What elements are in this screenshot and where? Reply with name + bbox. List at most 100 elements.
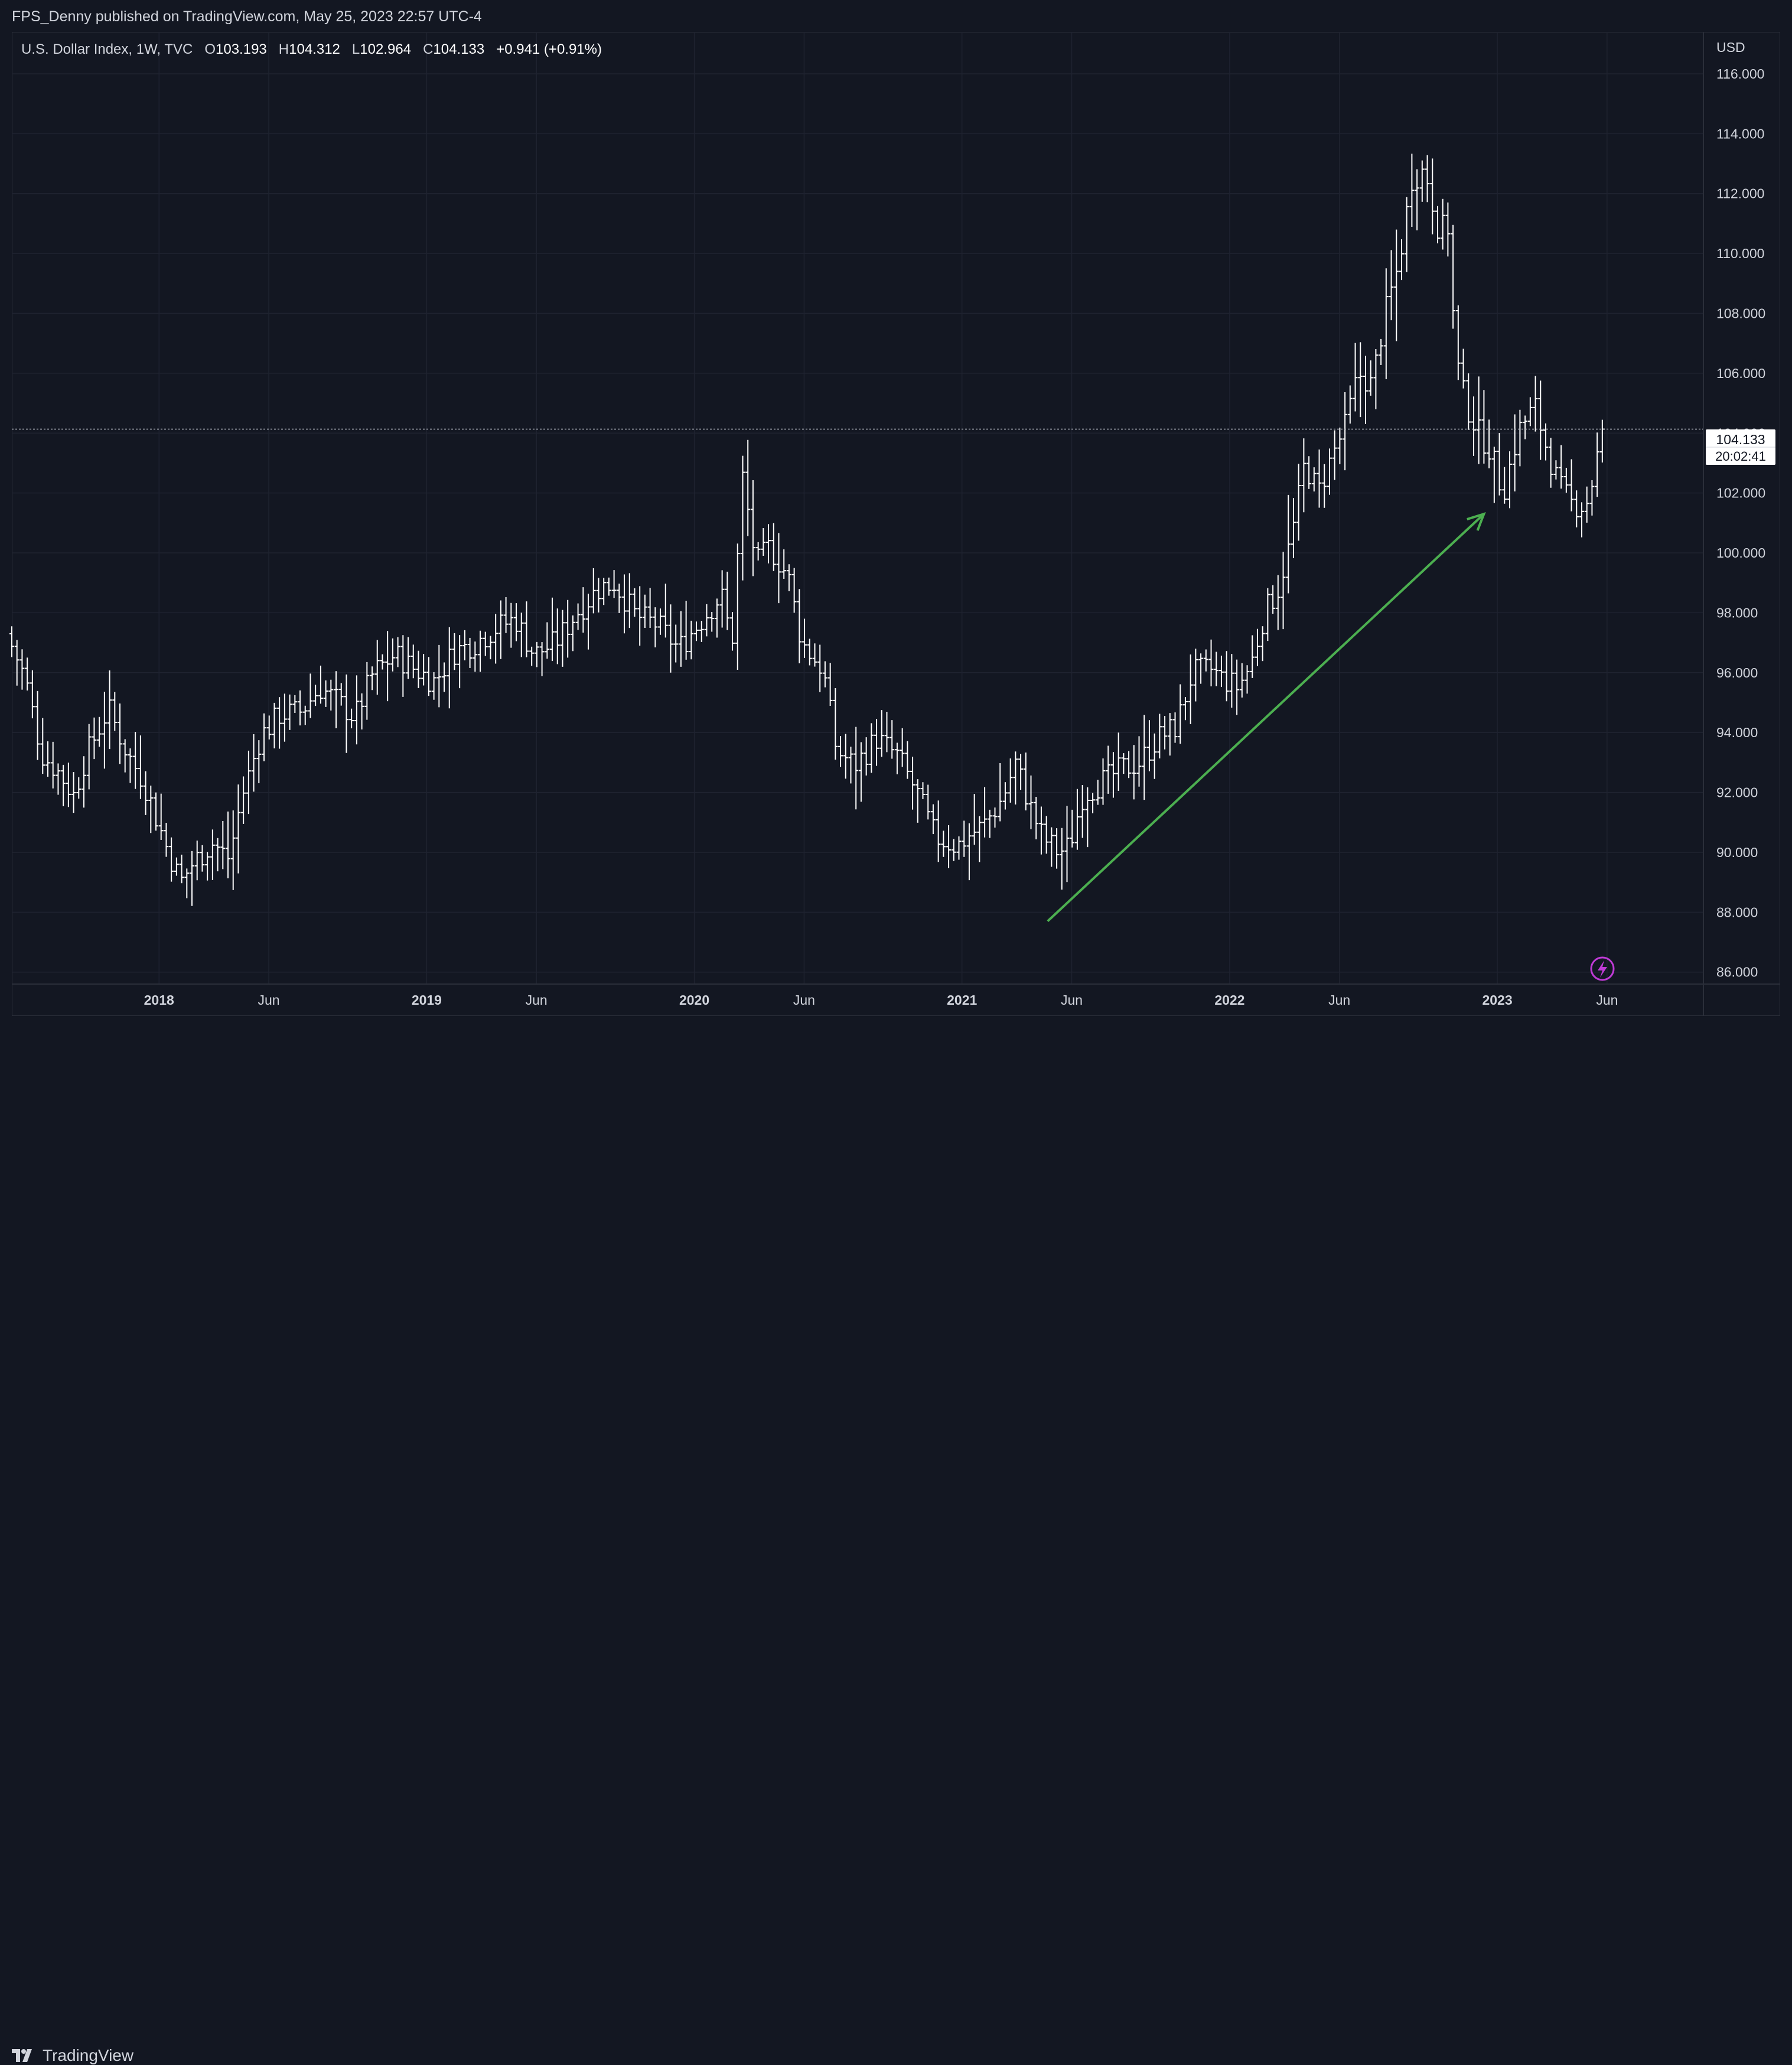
ohlc-bar [1497, 432, 1502, 496]
ohlc-bar [164, 823, 169, 857]
lightning-icon[interactable] [1590, 956, 1615, 981]
ohlc-bar [1363, 356, 1368, 425]
ohlc-bar [1563, 467, 1569, 493]
time-axis[interactable]: 2018 Jun 2019 Jun 2020 Jun 2021 Jun 2022 Jun 2023 J… [144, 992, 1618, 1008]
close-label: C [423, 41, 434, 57]
ohlc-bar [725, 571, 730, 630]
price-axis[interactable]: 116.000 114.000 112.000 110.000 108.000 106.0… [1716, 66, 1765, 980]
ohlc-bar [900, 728, 905, 767]
ohlc-bar [452, 633, 457, 670]
ohlc-bar [442, 662, 447, 692]
ohlc-bars [9, 154, 1605, 906]
ohlc-bar [380, 654, 385, 670]
price-tick-label: 90.000 [1716, 845, 1758, 860]
ohlc-bar [200, 845, 205, 872]
time-tick-label: 2023 [1482, 992, 1512, 1008]
ohlc-bar [1214, 652, 1219, 686]
ohlc-bar [838, 736, 843, 767]
ohlc-bar [1178, 684, 1183, 744]
ohlc-bar [1527, 397, 1533, 426]
ohlc-bar [1142, 715, 1147, 800]
ohlc-bar [302, 705, 308, 725]
ohlc-bar [349, 708, 354, 729]
ohlc-bar [611, 570, 617, 598]
ohlc-bar [25, 657, 30, 690]
arrow-shaft [1047, 513, 1485, 923]
ohlc-bar [416, 650, 421, 688]
ohlc-bar [1162, 716, 1168, 750]
ohlc-bar [1584, 486, 1589, 523]
ohlc-bar [1131, 745, 1136, 800]
chart-frame[interactable] [12, 32, 1780, 1016]
ohlc-bar [915, 779, 920, 823]
ohlc-bar [617, 584, 622, 613]
ohlc-bar [112, 692, 118, 731]
ohlc-bar [503, 597, 509, 633]
ohlc-bar [827, 663, 833, 706]
ohlc-bar [1358, 342, 1363, 418]
ohlc-bar [179, 854, 184, 884]
ohlc-bar [205, 852, 210, 881]
ohlc-bar [1070, 809, 1075, 848]
ohlc-bar [781, 549, 787, 579]
ohlc-bar [534, 641, 539, 667]
ohlc-bar [920, 782, 926, 799]
ohlc-bar [761, 527, 766, 556]
ohlc-bar [1157, 714, 1162, 759]
ohlc-bar [467, 637, 473, 668]
ohlc-bar [745, 439, 751, 536]
price-tick-label: 114.000 [1716, 126, 1764, 141]
ohlc-bar [169, 837, 174, 882]
price-tick-label: 86.000 [1716, 965, 1758, 980]
ohlc-bar [514, 603, 519, 641]
ohlc-bar [879, 710, 884, 757]
ohlc-bar [1491, 447, 1497, 503]
ohlc-bar [982, 787, 988, 838]
ohlc-bar [323, 680, 328, 707]
close-value: 104.133 [433, 41, 485, 57]
ohlc-bar [1337, 427, 1343, 464]
ohlc-bar [946, 825, 952, 868]
ohlc-bar [1353, 343, 1358, 412]
price-tick-label: 116.000 [1716, 66, 1764, 82]
ohlc-bar [653, 607, 658, 647]
trend-arrow[interactable] [1047, 512, 1486, 923]
ohlc-bar [1244, 665, 1250, 694]
price-tick-label: 100.000 [1716, 545, 1765, 561]
ohlc-bar [364, 662, 370, 720]
price-chart[interactable]: USD 116.000114.000112.000110.000108.0001… [0, 0, 1792, 1058]
time-tick-label: Jun [793, 992, 815, 1008]
ohlc-bar [277, 697, 282, 749]
ohlc-bar [1415, 169, 1420, 230]
ohlc-bar [1002, 782, 1008, 810]
ohlc-bar [1110, 752, 1116, 798]
ohlc-bar [678, 611, 683, 667]
ohlc-bar [998, 763, 1003, 822]
ohlc-bar [272, 702, 277, 748]
ohlc-bar [338, 683, 344, 706]
bar-countdown: 20:02:41 [1715, 449, 1766, 464]
ohlc-bar [35, 690, 40, 760]
ohlc-bar [230, 810, 236, 890]
ohlc-bar [833, 688, 838, 760]
price-tick-label: 106.000 [1716, 366, 1765, 381]
ohlc-bar [884, 712, 890, 753]
ohlc-bar [905, 741, 910, 779]
tradingview-brand[interactable]: TradingView [12, 2046, 133, 2065]
ohlc-bar [1445, 202, 1451, 257]
ohlc-bar [941, 830, 946, 857]
open-value: 103.193 [216, 41, 267, 57]
ohlc-bar [1507, 451, 1512, 509]
ohlc-bar [138, 735, 143, 799]
ohlc-bar [730, 611, 735, 651]
ohlc-bar [118, 703, 123, 764]
symbol-legend: U.S. Dollar Index, 1W, TVC O103.193 H104… [21, 41, 602, 58]
ohlc-bar [262, 713, 267, 761]
ohlc-bar [529, 646, 535, 666]
time-tick-label: Jun [258, 992, 279, 1008]
ohlc-bar [97, 716, 102, 747]
ohlc-bar [1023, 752, 1028, 810]
ohlc-bar [1188, 654, 1193, 725]
time-tick-label: Jun [1061, 992, 1083, 1008]
ohlc-bar [565, 600, 571, 658]
